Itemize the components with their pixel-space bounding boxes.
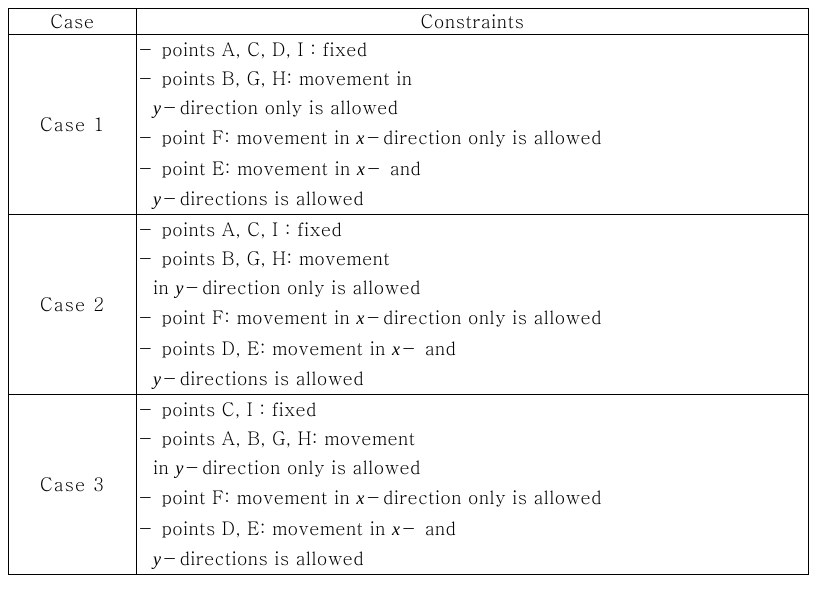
constraint-text: － point F: movement in [137,485,356,510]
constraints-cell: － points A, C, D, I : fixed － points B, G… [137,35,809,215]
constraint-text: －direction only is allowed [161,95,398,120]
constraint-text: x [392,519,400,539]
constraint-text: － and [365,156,421,181]
constraint-text: － and [400,336,456,361]
header-case: Case [9,9,137,35]
table-header-row: Case Constraints [9,9,809,35]
constraint-text: －direction only is allowed [365,305,602,330]
constraint-text: － points A, B, G, H: movement [137,426,415,451]
constraint-text: － points B, G, H: movement [137,246,390,271]
constraint-line: － point F: movement in x－direction only … [137,483,808,513]
constraint-text: x [356,308,364,328]
constraint-line: y－directions is allowed [137,364,808,394]
constraint-line: － points B, G, H: movement in [137,64,808,93]
constraint-text: － points A, C, I : fixed [137,217,342,242]
constraint-line: y－direction only is allowed [137,93,808,123]
constraint-text: in [153,455,175,480]
constraint-text: x [357,159,365,179]
constraint-text: － point E: movement in [137,156,357,181]
constraints-cell: － points C, I : fixed － points A, B, G, H… [137,394,809,574]
constraint-text: － and [400,516,456,541]
constraint-text: －direction only is allowed [184,455,421,480]
constraint-line: － points A, C, D, I : fixed [137,35,808,64]
constraint-line: y－directions is allowed [137,544,808,574]
constraint-text: x [392,339,400,359]
constraint-text: －direction only is allowed [365,125,602,150]
constraint-text: － points A, C, D, I : fixed [137,37,367,62]
case-label: Case 1 [40,112,105,137]
table-row: Case 1－ points A, C, D, I : fixed－ point… [9,35,809,215]
constraint-text: － points B, G, H: movement in [137,66,412,91]
constraint-text: － points D, E: movement in [137,516,392,541]
constraint-text: － points D, E: movement in [137,336,392,361]
table-row: Case 2 － points A, C, I : fixed － points B… [9,214,809,394]
constraint-text: y [175,458,183,478]
case-label: Case 2 [40,292,105,317]
case-label-cell: Case 3 [9,394,137,574]
constraint-text: － point F: movement in [137,305,356,330]
header-constraints: Constraints [137,9,809,35]
constraint-text: － point F: movement in [137,125,356,150]
constraints-cell: － points A, C, I : fixed － points B, G, H… [137,214,809,394]
constraint-text: －directions is allowed [161,366,364,391]
constraint-line: in y－direction only is allowed [137,453,808,483]
constraint-line: in y－direction only is allowed [137,273,808,303]
constraint-text: －directions is allowed [161,186,364,211]
case-label-cell: Case 1 [9,35,137,215]
constraint-text: －direction only is allowed [365,485,602,510]
constraint-text: y [175,278,183,298]
case-label-cell: Case 2 [9,214,137,394]
constraint-text: －direction only is allowed [184,275,421,300]
constraint-line: y－directions is allowed [137,184,808,214]
constraint-text: － points C, I : fixed [137,397,317,422]
constraint-line: － point F: movement in x－direction only … [137,303,808,333]
constraint-line: － points A, B, G, H: movement [137,424,808,453]
constraint-line: － points D, E: movement in x－ and [137,514,808,544]
constraint-text: in [153,275,175,300]
constraint-line: － points C, I : fixed [137,395,808,424]
constraint-line: － points D, E: movement in x－ and [137,334,808,364]
constraint-line: － point F: movement in x－direction only … [137,123,808,153]
case-label: Case 3 [40,472,105,497]
constraint-text: x [356,128,364,148]
constraint-line: － points A, C, I : fixed [137,215,808,244]
constraint-line: － points B, G, H: movement [137,244,808,273]
constraint-text: －directions is allowed [161,546,364,571]
table-row: Case 3 － points C, I : fixed － points A, B… [9,394,809,574]
constraint-line: － point E: movement in x－ and [137,154,808,184]
constraints-table: Case Constraints Case 1 － points A, C, D,… [8,8,809,575]
constraint-text: x [356,488,364,508]
